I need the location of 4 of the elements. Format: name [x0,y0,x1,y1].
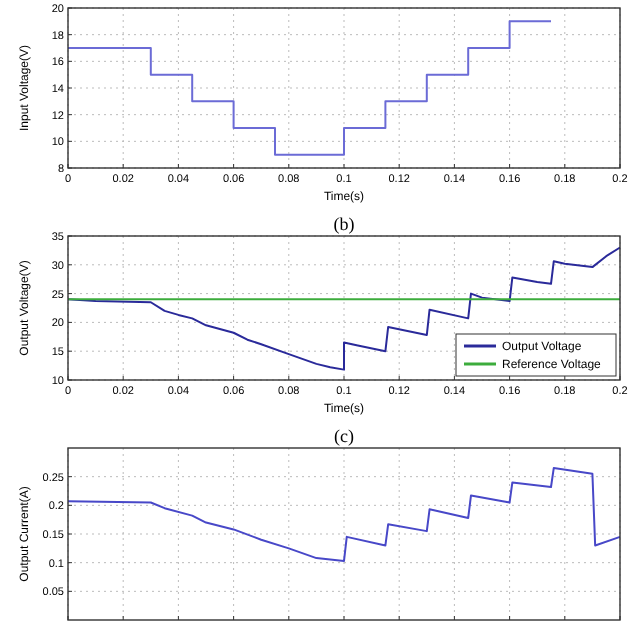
line-series [67,246,621,371]
line-series [67,467,621,562]
chart-title: (c) [334,426,354,446]
chart-title: (b) [333,214,355,234]
